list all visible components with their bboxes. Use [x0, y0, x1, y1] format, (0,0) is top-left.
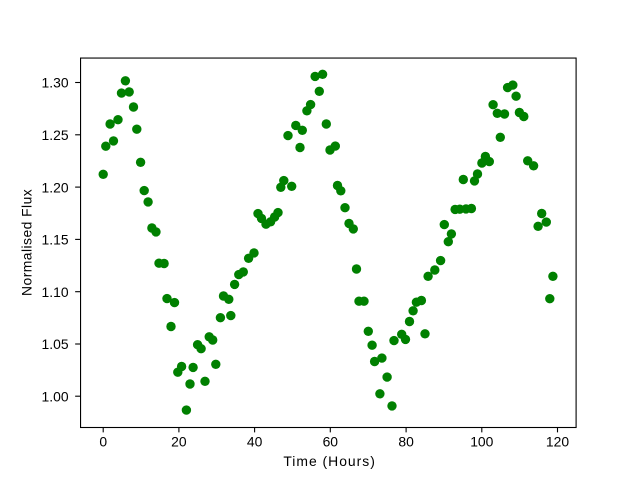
svg-text:60: 60: [323, 433, 339, 449]
svg-text:80: 80: [398, 433, 414, 449]
svg-text:Normalised Flux: Normalised Flux: [19, 189, 35, 296]
svg-text:0: 0: [99, 433, 107, 449]
svg-text:1.15: 1.15: [42, 232, 69, 248]
svg-text:Time (Hours): Time (Hours): [283, 453, 376, 469]
svg-text:1.00: 1.00: [42, 388, 69, 404]
svg-text:40: 40: [247, 433, 263, 449]
svg-text:120: 120: [546, 433, 569, 449]
svg-text:1.20: 1.20: [42, 179, 69, 195]
svg-text:1.25: 1.25: [42, 127, 69, 143]
svg-text:1.05: 1.05: [42, 336, 69, 352]
svg-text:1.30: 1.30: [42, 75, 69, 91]
svg-text:1.10: 1.10: [42, 284, 69, 300]
svg-text:20: 20: [171, 433, 187, 449]
svg-text:100: 100: [470, 433, 493, 449]
